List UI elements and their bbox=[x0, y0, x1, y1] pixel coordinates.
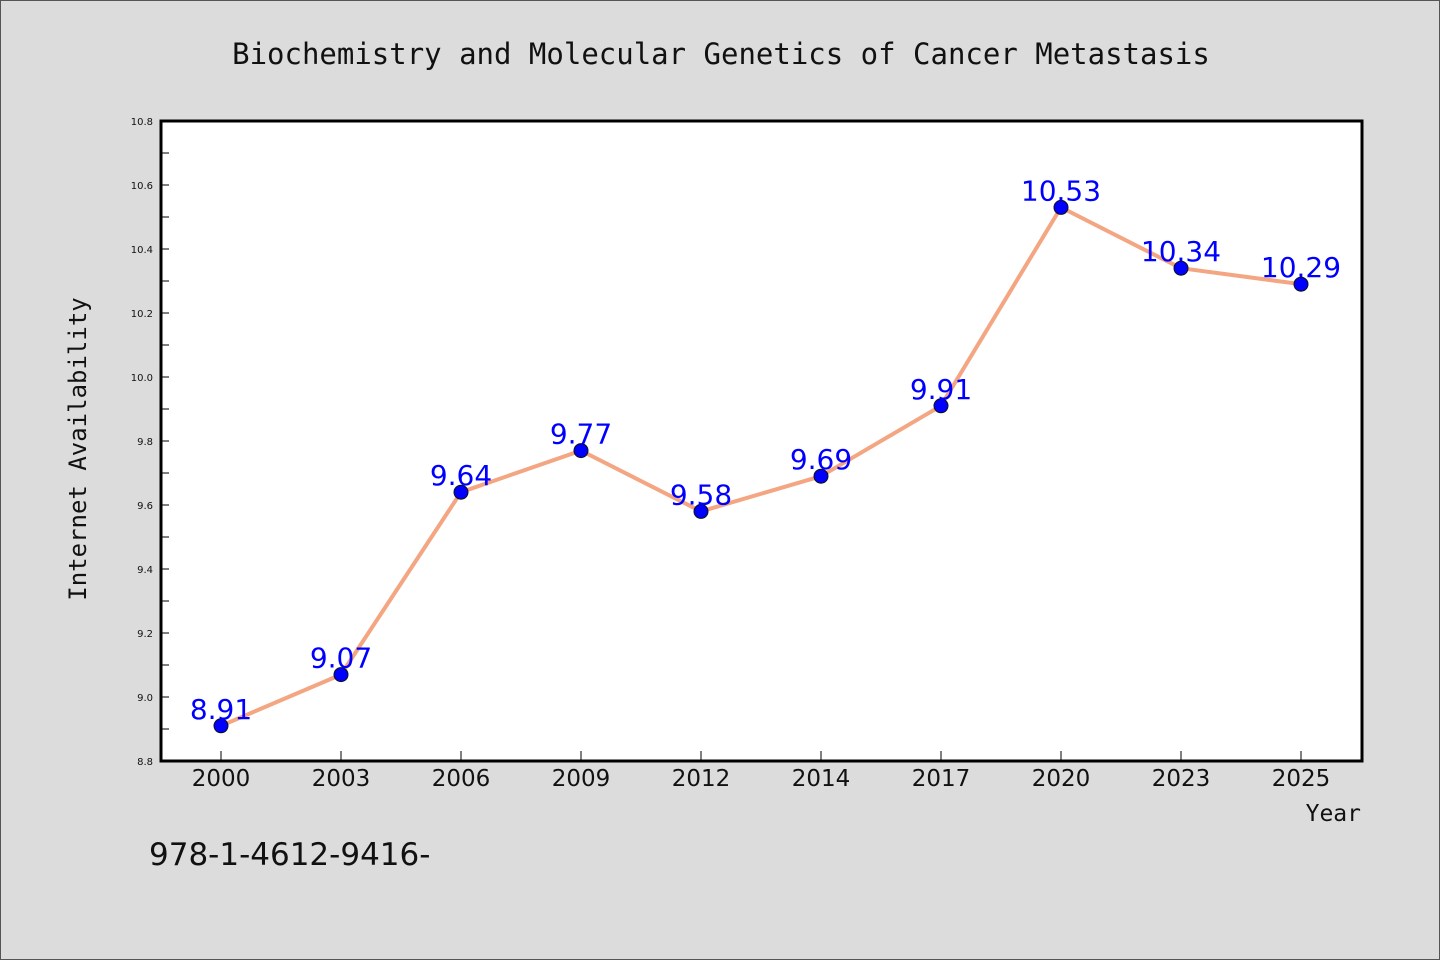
data-point bbox=[1293, 276, 1309, 292]
y-tick-label: 10.8 bbox=[131, 117, 153, 128]
data-point bbox=[1173, 260, 1189, 276]
y-axis-label: Internet Availability bbox=[64, 297, 92, 600]
y-tick-label: 9.6 bbox=[137, 501, 153, 512]
plot-area bbox=[159, 119, 1364, 763]
y-axis: 8.8 9.0 9.2 9.4 9.6 9.8 10.0 10.2 10.4 10.6 10.8 bbox=[131, 117, 169, 768]
data-label: 9.91 bbox=[910, 373, 972, 406]
data-label: 10.34 bbox=[1141, 235, 1221, 268]
data-point bbox=[333, 667, 349, 683]
x-axis-label: Year bbox=[1306, 801, 1361, 827]
data-label: 9.77 bbox=[550, 418, 612, 451]
data-point bbox=[933, 398, 949, 414]
x-tick-label: 2006 bbox=[432, 766, 491, 792]
y-tick-label: 8.8 bbox=[137, 757, 153, 768]
data-point bbox=[213, 718, 229, 734]
data-label: 8.91 bbox=[190, 693, 252, 726]
data-label: 9.07 bbox=[310, 642, 372, 675]
data-point bbox=[453, 484, 469, 500]
y-tick-label: 9.0 bbox=[137, 693, 153, 704]
annotation-text: 978-1-4612-9416- bbox=[149, 837, 430, 873]
data-labels: 8.91 9.07 9.64 9.77 9.58 9.69 9.91 10.53 10.34 10… bbox=[190, 174, 1341, 725]
data-label: 9.58 bbox=[670, 478, 732, 511]
chart-title: Biochemistry and Molecular Genetics of C… bbox=[232, 37, 1210, 71]
y-tick-label: 9.8 bbox=[137, 437, 153, 448]
x-axis: 2000 2003 2006 2009 2012 2014 2017 2020 2023 2025 bbox=[192, 751, 1331, 792]
y-tick-label: 10.6 bbox=[131, 181, 153, 192]
y-tick-label: 10.0 bbox=[131, 373, 153, 384]
x-tick-label: 2023 bbox=[1152, 766, 1211, 792]
y-tick-label: 9.2 bbox=[137, 629, 153, 640]
data-label: 10.29 bbox=[1261, 251, 1341, 284]
series-markers bbox=[213, 199, 1309, 734]
series-line bbox=[219, 205, 1303, 728]
data-point bbox=[693, 503, 709, 519]
data-label: 9.69 bbox=[790, 443, 852, 476]
data-label: 10.53 bbox=[1021, 174, 1101, 207]
data-point bbox=[573, 443, 589, 459]
y-tick-label: 9.4 bbox=[137, 565, 153, 576]
x-tick-label: 2003 bbox=[312, 766, 371, 792]
x-tick-label: 2012 bbox=[672, 766, 731, 792]
x-tick-label: 2000 bbox=[192, 766, 251, 792]
y-tick-label: 10.2 bbox=[131, 309, 153, 320]
y-tick-label: 10.4 bbox=[131, 245, 153, 256]
x-tick-label: 2017 bbox=[912, 766, 971, 792]
x-tick-label: 2014 bbox=[792, 766, 851, 792]
data-point bbox=[813, 468, 829, 484]
x-tick-label: 2025 bbox=[1272, 766, 1331, 792]
x-tick-label: 2020 bbox=[1032, 766, 1091, 792]
x-tick-label: 2009 bbox=[552, 766, 611, 792]
data-point bbox=[1053, 199, 1069, 215]
data-label: 9.64 bbox=[430, 459, 492, 492]
